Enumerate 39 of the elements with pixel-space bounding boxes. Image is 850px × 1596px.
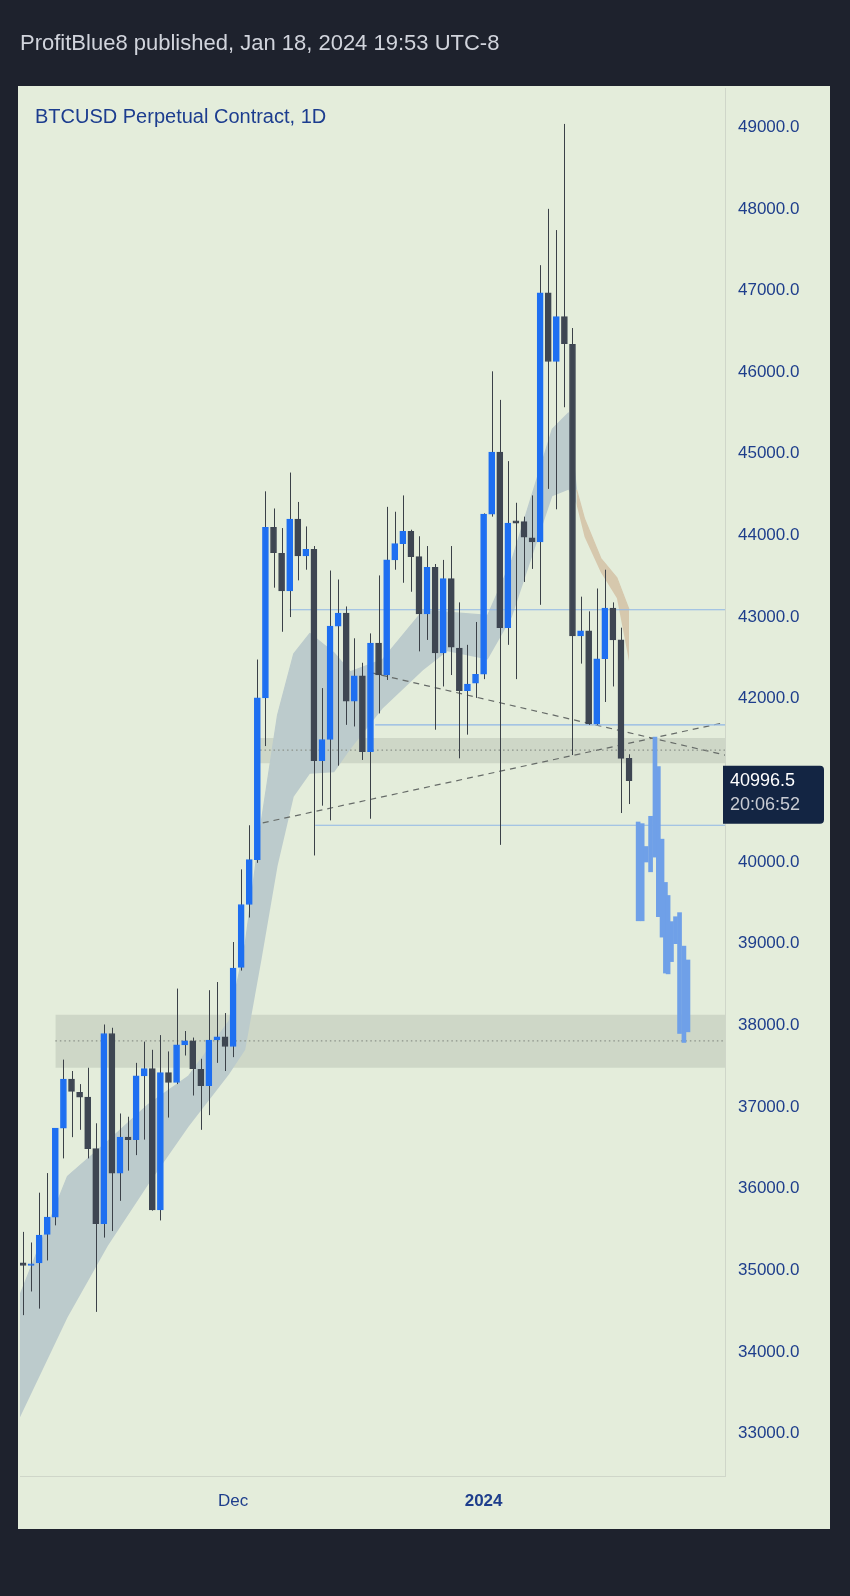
bar [639,823,645,922]
y-tick-label: 39000.0 [738,933,800,953]
y-tick-label: 37000.0 [738,1096,800,1116]
candlestick [181,1030,188,1057]
candlestick [165,1050,172,1119]
candlestick [391,511,399,571]
y-tick-label: 44000.0 [738,525,800,545]
candlestick [43,1172,51,1261]
y-tick-label: 33000.0 [738,1423,800,1443]
y-tick-label: 43000.0 [738,606,800,626]
candlestick [140,1041,148,1141]
x-tick-label: 2024 [464,1490,504,1510]
y-tick-label: 48000.0 [738,198,800,218]
candlestick [197,1058,205,1131]
y-tick-label: 42000.0 [738,688,800,708]
y-tick-label: 35000.0 [738,1259,800,1279]
candlestick [221,1012,229,1072]
candlestick [27,1241,35,1292]
candlestick [270,507,277,589]
text: BTCUSD Perpetual Contract, 1D [35,105,327,128]
y-tick-label: 46000.0 [738,361,800,381]
candlestick [512,502,520,680]
y-tick-label: 45000.0 [738,443,800,463]
candlestick [68,1070,75,1138]
chart-subtitle: ProfitBlue8 published, Jan 18, 2024 19:53 UTC-8 [20,30,500,56]
y-tick-label: 38000.0 [738,1015,800,1034]
text: 40996.5 [730,769,796,790]
y-tick-label: 40000.0 [738,851,800,871]
candlestick [350,637,358,727]
y-tick-label: 36000.0 [738,1178,800,1198]
y-tick-label: 47000.0 [738,280,800,300]
candlestick [399,494,407,584]
candlestick [464,644,471,736]
candlestick [561,123,568,408]
candlestick [472,621,479,699]
text: 20:06:52 [730,793,801,814]
x-tick-label: Dec [218,1490,249,1510]
y-tick-label: 49000.0 [738,116,800,136]
y-tick-label: 34000.0 [738,1341,800,1361]
